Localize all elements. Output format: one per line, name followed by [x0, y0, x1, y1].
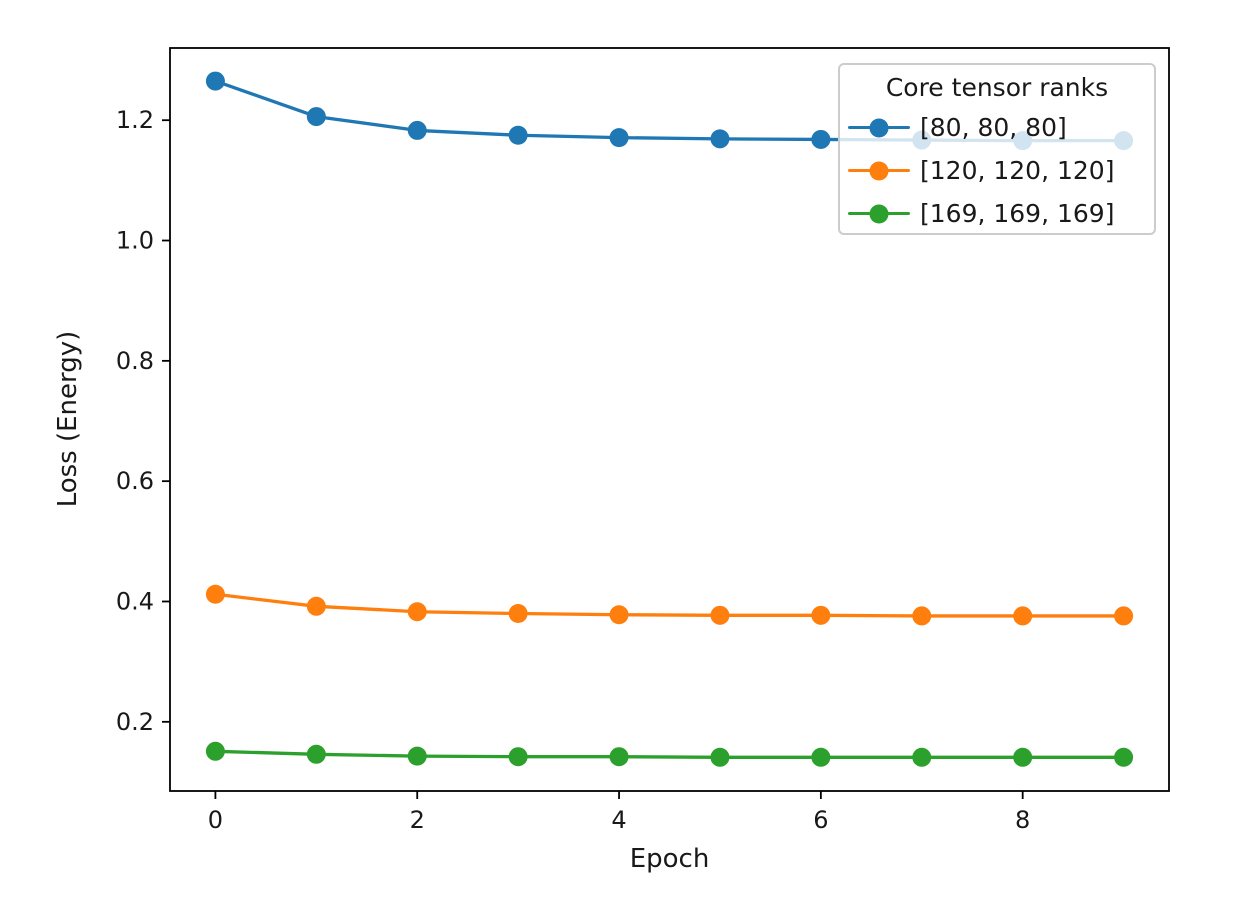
data-point-s2-x6 [811, 747, 831, 767]
data-point-s2-x5 [710, 747, 730, 767]
data-point-s1-x8 [1013, 606, 1033, 626]
legend-dot-sample [869, 118, 889, 137]
y-tick-label-2: 0.6 [116, 467, 154, 495]
legend-item-label: [80, 80, 80] [920, 113, 1067, 142]
legend-marker-icon [848, 203, 910, 224]
x-tick-label-3: 6 [813, 806, 828, 834]
data-point-s1-x3 [508, 604, 528, 624]
plot-border [169, 47, 1170, 792]
data-point-s2-x0 [205, 741, 225, 761]
y-axis-label: Loss (Energy) [53, 330, 83, 508]
legend-dot-sample [869, 161, 889, 180]
legend-marker-icon [848, 160, 910, 181]
legend-dot-sample [869, 204, 889, 223]
legend-item-1: [120, 120, 120] [840, 149, 1154, 192]
legend-item-2: [169, 169, 169] [840, 192, 1154, 235]
data-point-s0-x5 [710, 129, 730, 149]
data-point-s0-x4 [609, 128, 629, 148]
data-point-s1-x7 [912, 606, 932, 626]
x-axis-label: Epoch [629, 844, 710, 874]
legend-marker-icon [848, 117, 910, 138]
x-tick-label-4: 8 [1015, 806, 1030, 834]
data-point-s2-x3 [508, 747, 528, 767]
data-point-s0-x0 [205, 71, 225, 91]
data-point-s2-x9 [1114, 747, 1134, 767]
legend: Core tensor ranks [80, 80, 80] [120, 120,… [838, 63, 1156, 235]
legend-item-0: [80, 80, 80] [840, 106, 1154, 149]
legend-title: Core tensor ranks [885, 73, 1109, 102]
x-tick-label-2: 4 [611, 806, 626, 834]
series-line-1 [213, 592, 1126, 618]
data-point-s1-x4 [609, 605, 629, 625]
data-point-s1-x5 [710, 605, 730, 625]
data-point-s2-x1 [306, 744, 326, 764]
y-tick-label-0: 0.2 [116, 708, 154, 736]
legend-item-label: [169, 169, 169] [920, 199, 1115, 228]
series-line-2 [213, 749, 1126, 759]
data-point-s0-x3 [508, 125, 528, 145]
data-point-s1-x2 [407, 602, 427, 622]
series-2 [205, 741, 1134, 767]
data-point-s2-x8 [1013, 747, 1033, 767]
legend-rows: [80, 80, 80] [120, 120, 120] [169, 169, 16… [840, 106, 1154, 235]
data-point-s0-x2 [407, 120, 427, 140]
x-tick-label-0: 0 [208, 806, 223, 834]
series-1 [205, 584, 1134, 626]
data-point-s2-x2 [407, 746, 427, 766]
data-point-s1-x9 [1114, 606, 1134, 626]
y-tick-label-4: 1.0 [116, 227, 154, 255]
data-point-s2-x4 [609, 747, 629, 767]
data-point-s0-x1 [306, 107, 326, 127]
y-tick-label-3: 0.8 [116, 347, 154, 375]
x-tick-label-1: 2 [410, 806, 425, 834]
data-point-s1-x6 [811, 605, 831, 625]
data-point-s1-x0 [205, 584, 225, 604]
data-point-s1-x1 [306, 596, 326, 616]
legend-item-label: [120, 120, 120] [920, 156, 1115, 185]
data-point-s2-x7 [912, 747, 932, 767]
y-tick-label-1: 0.4 [116, 587, 154, 615]
y-tick-label-5: 1.2 [116, 106, 154, 134]
data-point-s0-x6 [811, 129, 831, 149]
